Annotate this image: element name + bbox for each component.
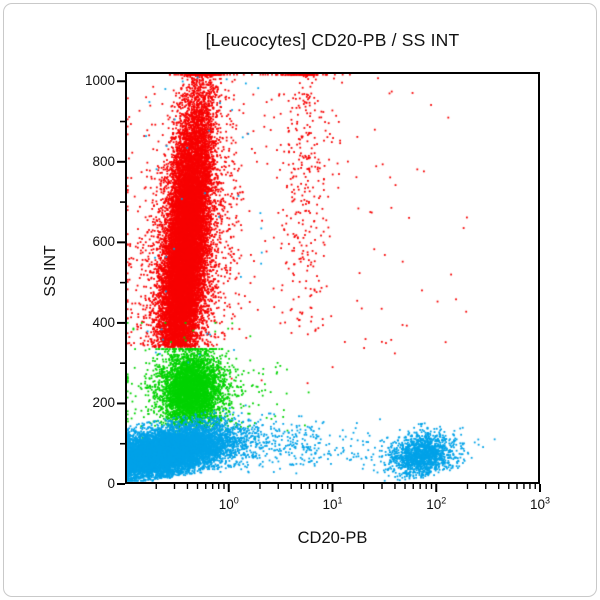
y-axis-title: SS INT xyxy=(42,245,59,297)
x-tick-label: 101 xyxy=(322,495,343,512)
chart-title: [Leucocytes] CD20-PB / SS INT xyxy=(205,30,460,50)
y-tick-label: 600 xyxy=(92,234,115,250)
y-tick-label: 0 xyxy=(107,476,115,491)
y-tick-label: 1000 xyxy=(84,73,115,89)
x-tick-label: 103 xyxy=(529,495,551,512)
x-tick-label: 102 xyxy=(426,495,447,512)
x-axis-title: CD20-PB xyxy=(297,529,368,547)
y-tick-label: 400 xyxy=(92,314,115,330)
y-tick-label: 800 xyxy=(92,153,115,169)
y-tick-label: 200 xyxy=(92,395,115,411)
x-tick-label: 100 xyxy=(218,495,239,512)
